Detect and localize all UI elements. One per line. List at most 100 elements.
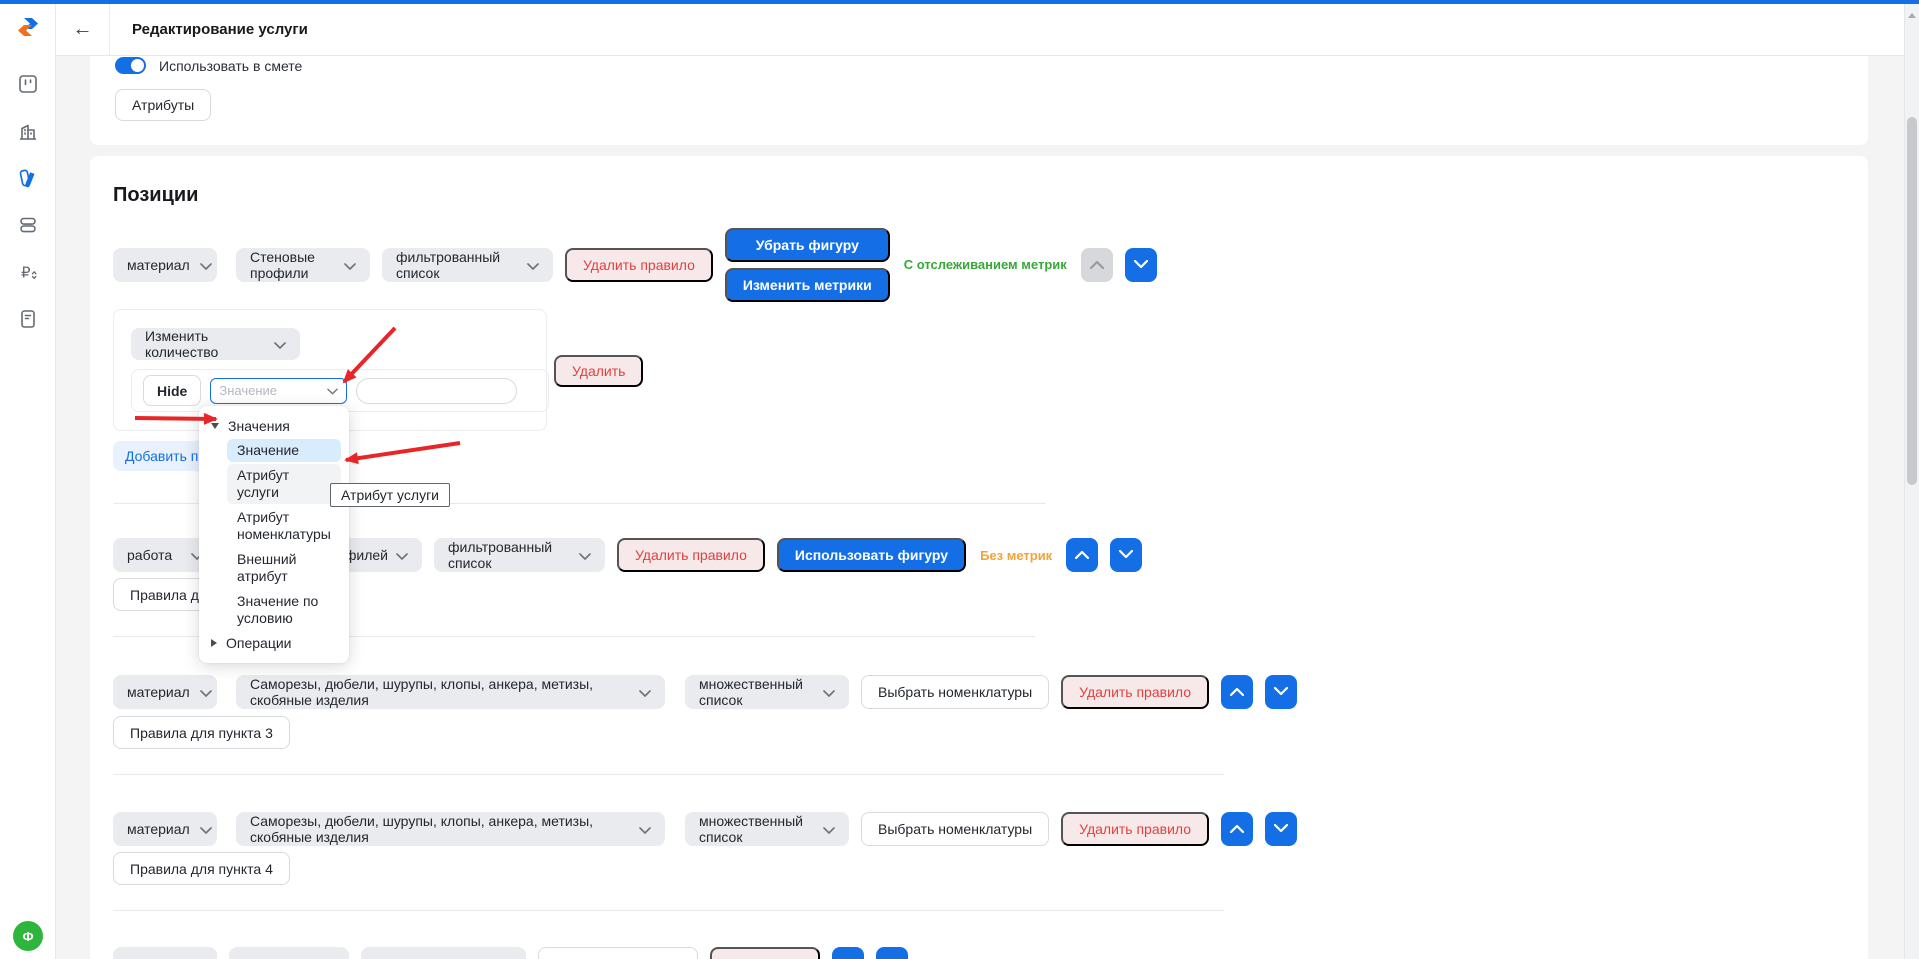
- row1-type-dropdown[interactable]: материал: [113, 247, 217, 282]
- row5-move-up-button[interactable]: [832, 947, 864, 959]
- attributes-button[interactable]: Атрибуты: [115, 89, 212, 121]
- row3-category-dropdown[interactable]: Саморезы, дюбели, шурупы, клопы, анкера,…: [236, 675, 665, 709]
- chevron-down-icon: [639, 821, 651, 837]
- sidebar-item-pricing[interactable]: ₽: [14, 260, 42, 288]
- scrollbar-up-arrow[interactable]: [1908, 13, 1916, 18]
- back-button[interactable]: ←: [56, 4, 110, 55]
- menu-item-external-attribute[interactable]: Внешний атрибут: [237, 551, 297, 584]
- back-arrow-icon: ←: [72, 18, 93, 40]
- row4-mode-dropdown[interactable]: множественный список: [685, 812, 849, 846]
- hide-button[interactable]: Hide: [143, 375, 202, 406]
- row3-type-dropdown[interactable]: материал: [113, 675, 217, 709]
- toggle-knob: [131, 59, 144, 72]
- chevron-down-icon: [396, 547, 408, 563]
- row1-category-dropdown[interactable]: Стеновые профили: [236, 247, 370, 282]
- row4-move-down-button[interactable]: [1265, 812, 1298, 846]
- row1-mode-label: фильтрованный список: [396, 248, 501, 281]
- use-in-estimate-toggle[interactable]: [115, 57, 146, 74]
- row4-category-dropdown[interactable]: Саморезы, дюбели, шурупы, клопы, анкера,…: [236, 812, 665, 846]
- swatches-icon: [17, 167, 39, 194]
- row2-delete-rule-button[interactable]: Удалить правило: [617, 538, 765, 572]
- row2-mode-dropdown[interactable]: фильтрованный список: [434, 538, 605, 572]
- ruble-icon: ₽: [17, 261, 39, 288]
- top-accent-bar: [0, 0, 1919, 4]
- row4-move-up-button[interactable]: [1221, 812, 1254, 846]
- vertical-scrollbar[interactable]: [1904, 4, 1919, 959]
- row4-rules-button[interactable]: Правила для пункта 4: [113, 852, 290, 885]
- chevron-down-icon: [199, 821, 212, 837]
- positions-title: Позиции: [113, 184, 199, 206]
- chevron-up-icon: [1229, 683, 1245, 701]
- value-select-placeholder: Значение: [219, 383, 277, 398]
- chevron-down-icon: [1273, 820, 1289, 838]
- row3-rules-button[interactable]: Правила для пункта 3: [113, 716, 290, 749]
- document-icon: [17, 308, 39, 335]
- row4-select-nomenclature-button[interactable]: Выбрать номенклатуры: [861, 812, 1050, 846]
- position-row-3: материал Саморезы, дюбели, шурупы, клопы…: [113, 675, 1845, 709]
- value-input[interactable]: [356, 377, 518, 404]
- row5-delete-rule-button[interactable]: [710, 947, 820, 959]
- row3-delete-rule-button[interactable]: Удалить правило: [1061, 675, 1210, 709]
- chevron-up-icon: [1089, 256, 1104, 274]
- board-icon: [17, 73, 39, 100]
- chevron-down-icon: [1273, 683, 1289, 701]
- menu-group-values[interactable]: Значения: [207, 415, 341, 437]
- section-divider: [113, 910, 1224, 911]
- sidebar-item-documents[interactable]: [14, 307, 42, 335]
- row5-type-dropdown[interactable]: [113, 947, 217, 959]
- row2-move-down-button[interactable]: [1110, 538, 1143, 572]
- app-logo[interactable]: [15, 14, 41, 40]
- sidebar-item-board[interactable]: [14, 72, 42, 100]
- row1-move-down-button[interactable]: [1124, 247, 1157, 282]
- caret-down-icon: [211, 423, 219, 429]
- value-source-select[interactable]: Значение: [210, 377, 348, 404]
- row4-delete-rule-button[interactable]: Удалить правило: [1061, 812, 1210, 846]
- menu-item-nomenclature-attribute[interactable]: Атрибут номенклатуры: [237, 509, 331, 542]
- section-divider: [113, 774, 1224, 775]
- rule-action-dropdown[interactable]: Изменить количество: [131, 328, 300, 360]
- row2-move-up-button[interactable]: [1066, 538, 1099, 572]
- chevron-down-icon: [579, 547, 591, 563]
- row2-use-figure-button[interactable]: Использовать фигуру: [776, 538, 967, 572]
- chevron-down-icon: [274, 336, 286, 352]
- row1-remove-figure-button[interactable]: Убрать фигуру: [724, 227, 890, 262]
- chevron-down-icon: [1133, 256, 1148, 274]
- scrollbar-thumb[interactable]: [1907, 117, 1917, 485]
- row3-move-down-button[interactable]: [1265, 675, 1298, 709]
- row2-type-label: работа: [127, 547, 173, 563]
- row1-delete-rule-button[interactable]: Удалить правило: [565, 247, 713, 282]
- row3-move-up-button[interactable]: [1221, 675, 1254, 709]
- service-attribute-tooltip: Атрибут услуги: [330, 483, 450, 507]
- service-settings-card: Использовать в смете Атрибуты: [90, 56, 1868, 145]
- row1-mode-dropdown[interactable]: фильтрованный список: [382, 247, 553, 282]
- sidebar-item-stack[interactable]: [14, 213, 42, 241]
- row3-mode-dropdown[interactable]: множественный список: [685, 675, 849, 709]
- positions-card: Позиции материал Стеновые профили фильтр…: [90, 156, 1868, 959]
- support-fab[interactable]: Ф: [13, 921, 43, 951]
- menu-group-operations[interactable]: Операции: [207, 632, 341, 654]
- menu-item-value[interactable]: Значение: [227, 439, 341, 462]
- row5-category-dropdown[interactable]: [229, 947, 349, 959]
- row1-edit-metrics-button[interactable]: Изменить метрики: [724, 267, 890, 302]
- building-icon: [17, 120, 39, 147]
- row2-metrics-note: Без метрик: [980, 547, 1053, 563]
- chevron-down-icon: [1119, 546, 1134, 564]
- sidebar-item-company[interactable]: [14, 119, 42, 147]
- row5-move-down-button[interactable]: [876, 947, 908, 959]
- row3-category-label: Саморезы, дюбели, шурупы, клопы, анкера,…: [250, 676, 594, 708]
- chevron-up-icon: [1075, 546, 1090, 564]
- row3-select-nomenclature-button[interactable]: Выбрать номенклатуры: [861, 675, 1050, 709]
- row4-type-label: материал: [127, 821, 190, 837]
- value-source-dropdown-menu: Значения Значение Атрибут услуги Атрибут…: [199, 406, 349, 663]
- rule-delete-button[interactable]: Удалить: [554, 355, 644, 387]
- row1-move-up-button[interactable]: [1080, 247, 1113, 282]
- chevron-down-icon: [199, 257, 212, 273]
- menu-item-conditional-value[interactable]: Значение по условию: [237, 593, 319, 626]
- page-header: ← Редактирование услуги: [56, 4, 1904, 56]
- section-divider: [113, 636, 1035, 637]
- row4-type-dropdown[interactable]: материал: [113, 812, 217, 846]
- menu-item-service-attribute[interactable]: Атрибут услуги: [227, 464, 341, 504]
- row5-select-button[interactable]: [538, 947, 698, 959]
- row5-mode-dropdown[interactable]: [361, 947, 526, 959]
- sidebar-item-services-active[interactable]: [14, 166, 42, 194]
